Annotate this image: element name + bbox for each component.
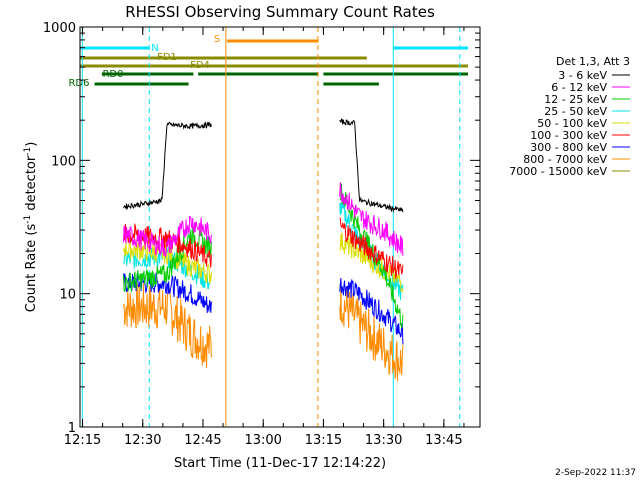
x-tick-label: 12:30	[124, 433, 161, 448]
x-tick-label: 13:45	[425, 433, 462, 448]
series-line	[123, 182, 404, 257]
y-tick-label: 1	[68, 421, 76, 436]
chart-title: RHESSI Observing Summary Count Rates	[125, 3, 435, 21]
series-line	[123, 282, 404, 382]
x-tick-label: 13:00	[244, 433, 281, 448]
x-tick-label: 13:15	[305, 433, 342, 448]
flag-label-fd1: FD1	[157, 52, 177, 63]
time-markers	[81, 27, 461, 427]
flag-label-fd4: FD4	[190, 60, 210, 71]
y-axis-label-mid: detector	[24, 155, 39, 215]
series-line	[123, 118, 404, 213]
flag-label-rd0: RD0	[102, 69, 123, 80]
legend-entry-label: 50 - 100 keV	[537, 117, 607, 130]
y-axis: 1 10 100 1000	[43, 21, 480, 436]
flag-label-n: N	[151, 43, 158, 54]
x-axis: 12:15 12:30 12:45 13:00 13:15 13:30 13:45	[64, 27, 465, 448]
y-axis-label-sup1: -1	[23, 215, 33, 224]
footer-date: 2-Sep-2022 11:37	[555, 468, 636, 478]
x-tick-label: 13:30	[365, 433, 402, 448]
legend-entry-label: 12 - 25 keV	[544, 93, 607, 106]
legend-entry-label: 6 - 12 keV	[551, 81, 607, 94]
x-tick-label: 12:15	[64, 433, 101, 448]
legend-title: Det 1,3, Att 3	[556, 55, 630, 68]
y-axis-label-start: Count Rate (s	[24, 224, 39, 313]
legend-entry-label: 300 - 800 keV	[530, 141, 607, 154]
x-tick-label: 12:45	[184, 433, 221, 448]
y-tick-label: 100	[51, 154, 76, 169]
flag-label-rd6: RD6	[68, 78, 89, 89]
legend-entry-label: 7000 - 15000 keV	[509, 165, 607, 178]
y-axis-label-end: )	[24, 142, 39, 147]
observing-flags: N S FD1 FD4 RD0 RD6	[68, 34, 468, 89]
x-axis-label: Start Time (11-Dec-17 12:14:22)	[174, 456, 386, 471]
legend-entry-label: 3 - 6 keV	[558, 69, 607, 82]
y-tick-label: 1000	[43, 21, 76, 36]
legend-entry-label: 100 - 300 keV	[530, 129, 607, 142]
y-axis-label-sup2: -1	[23, 147, 33, 156]
y-axis-label: Count Rate (s-1 detector-1)	[23, 142, 39, 313]
flag-label-s: S	[214, 34, 220, 45]
plot-frame	[79, 26, 481, 428]
y-tick-label: 10	[59, 288, 76, 303]
legend-entry-label: 800 - 7000 keV	[523, 153, 607, 166]
legend-entry-label: 25 - 50 keV	[544, 105, 607, 118]
series-line	[123, 272, 404, 345]
series-layer	[123, 118, 404, 382]
